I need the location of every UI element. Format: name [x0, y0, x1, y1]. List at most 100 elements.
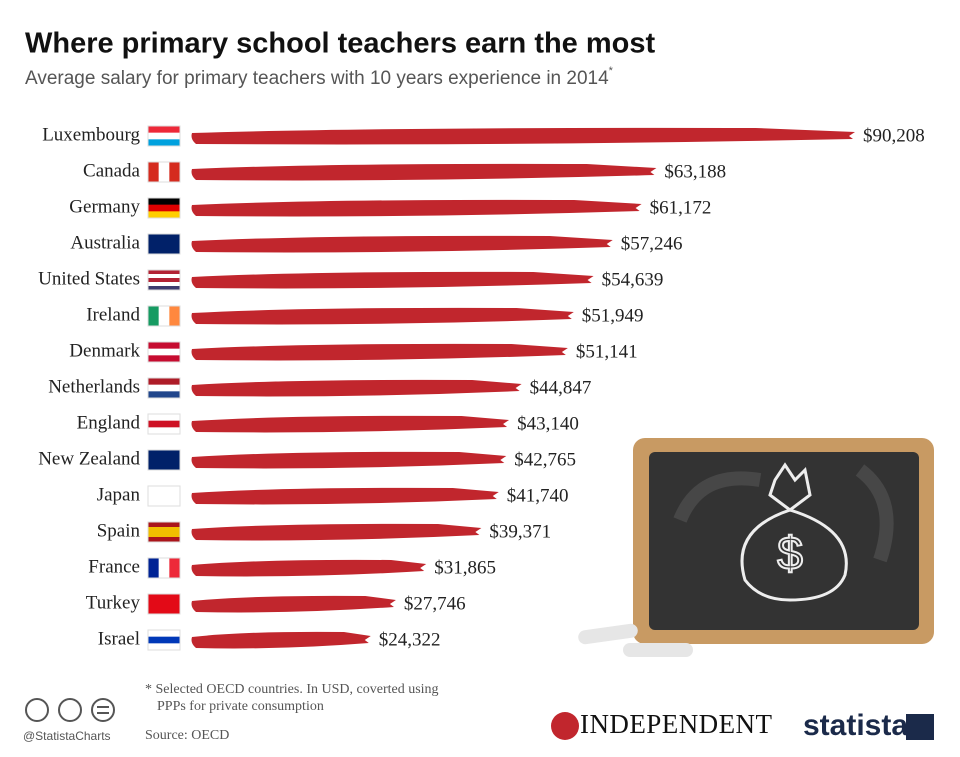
note-line: PPPs for private consumption	[157, 699, 324, 714]
bar	[191, 307, 574, 325]
note-line: * Selected OECD countries. In USD, cover…	[145, 682, 439, 697]
bar	[191, 379, 522, 397]
value-label: $63,188	[664, 161, 726, 182]
flag-stripe	[148, 139, 180, 147]
flag-border	[147, 341, 181, 363]
category-label: Netherlands	[48, 376, 140, 397]
flag-stripe	[148, 636, 180, 644]
flag-border	[147, 521, 181, 543]
flag-border	[147, 593, 181, 615]
flag-stripe	[148, 522, 180, 528]
bar	[191, 199, 642, 217]
bar	[191, 127, 855, 145]
bar	[191, 451, 507, 469]
flag-stripe	[148, 486, 180, 497]
flag	[147, 341, 181, 363]
flag-stripe	[148, 558, 159, 578]
brand-logo	[906, 714, 934, 740]
value-label: $27,746	[404, 593, 466, 614]
flag-stripe	[169, 306, 181, 326]
flag	[147, 377, 181, 399]
value-label: $39,371	[489, 521, 551, 542]
partner: INDEPENDENT	[580, 709, 773, 739]
flag	[147, 233, 181, 255]
flag-border	[147, 125, 181, 147]
value-label: $51,949	[582, 305, 644, 326]
flag-stripe	[158, 558, 170, 578]
flag-border	[147, 305, 181, 327]
category-label: Israel	[98, 628, 140, 649]
category-label: Luxembourg	[42, 124, 140, 145]
category-label: Ireland	[86, 304, 140, 325]
brand: statista	[803, 709, 908, 742]
flag-stripe	[148, 286, 180, 291]
value-label: $24,322	[379, 629, 441, 650]
category-label: Japan	[97, 484, 141, 505]
cc-icons	[25, 698, 115, 722]
value-label: $42,765	[514, 449, 576, 470]
flag-stripe	[148, 391, 180, 399]
flag-stripe	[148, 270, 180, 275]
flag-border	[147, 161, 181, 183]
category-label: France	[88, 556, 140, 577]
category-label: Australia	[70, 232, 140, 253]
flag-border	[147, 197, 181, 219]
flag-stripe	[148, 348, 180, 356]
flag-stripe	[158, 306, 170, 326]
source: Source: OECD	[145, 728, 229, 743]
flag-stripe	[148, 342, 180, 349]
flag-stripe	[148, 378, 180, 385]
flag-stripe	[148, 198, 180, 205]
bar	[191, 271, 594, 289]
flag-stripe	[148, 204, 180, 212]
category-label: Denmark	[69, 340, 140, 361]
bar	[191, 523, 482, 541]
flag-stripe	[148, 162, 159, 182]
bar	[191, 415, 510, 433]
chart-title: Where primary school teachers earn the m…	[25, 28, 655, 60]
flag-stripe	[148, 355, 180, 363]
flag	[147, 197, 181, 219]
category-label: Germany	[69, 196, 140, 217]
flag-border	[147, 629, 181, 651]
bar	[191, 235, 613, 253]
flag	[147, 557, 181, 579]
chalkboard: $	[578, 438, 934, 657]
bar	[191, 487, 499, 505]
flag-stripe	[148, 643, 180, 651]
flag-stripe	[148, 604, 180, 615]
flag	[147, 161, 181, 183]
flag-stripe	[148, 126, 180, 133]
category-label: New Zealand	[38, 448, 140, 469]
category-label: United States	[38, 268, 140, 289]
flag-stripe	[148, 384, 180, 392]
flag-border	[147, 269, 181, 291]
flag-stripe	[148, 414, 180, 421]
flag-stripe	[148, 420, 180, 428]
bar	[191, 631, 371, 649]
category-label: Canada	[83, 160, 141, 181]
flag	[147, 449, 181, 471]
value-label: $57,246	[621, 233, 683, 254]
flag-stripe	[169, 558, 181, 578]
flag-stripe	[148, 460, 180, 471]
bar	[191, 343, 568, 361]
flag-stripe	[148, 234, 180, 245]
flag-border	[147, 557, 181, 579]
flag	[147, 269, 181, 291]
flag-border	[147, 377, 181, 399]
category-label: England	[77, 412, 141, 433]
value-label: $54,639	[602, 269, 664, 290]
flag-stripe	[148, 450, 180, 461]
value-label: $61,172	[650, 197, 712, 218]
svg-text:$: $	[777, 527, 803, 579]
flag	[147, 305, 181, 327]
flag-stripe	[148, 630, 180, 637]
category-label: Turkey	[86, 592, 141, 613]
subtitle-mark: *	[609, 65, 614, 77]
flag-stripe	[148, 211, 180, 219]
flag-stripe	[148, 244, 180, 255]
flag	[147, 521, 181, 543]
value-label: $44,847	[530, 377, 592, 398]
